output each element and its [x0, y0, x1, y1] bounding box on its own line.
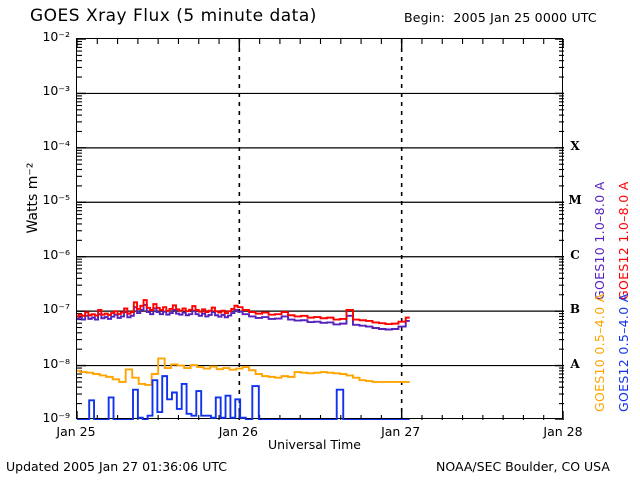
legend-item-1: GOES12 1.0–8.0 A — [616, 181, 631, 300]
y-tick-6: 10⁻⁸ — [42, 355, 70, 371]
y-tick-0: 10⁻² — [42, 29, 70, 44]
flare-class-X: X — [570, 138, 580, 153]
updated-timestamp: Updated 2005 Jan 27 01:36:06 UTC — [6, 459, 227, 474]
legend-item-3: GOES12 0.5–4.0 A — [616, 293, 631, 412]
legend-item-0: GOES10 1.0–8.0 A — [592, 181, 607, 300]
flare-class-A: A — [570, 356, 580, 371]
x-tick-2: Jan 27 — [381, 424, 421, 439]
y-tick-5: 10⁻⁷ — [42, 301, 70, 317]
y-tick-1: 10⁻³ — [42, 83, 70, 99]
begin-time-label: Begin: 2005 Jan 25 0000 UTC — [404, 10, 597, 25]
y-tick-7: 10⁻⁹ — [42, 410, 70, 425]
flare-class-B: B — [569, 302, 581, 317]
x-tick-1: Jan 26 — [218, 424, 258, 439]
y-tick-3: 10⁻⁵ — [42, 192, 70, 208]
page-title: GOES Xray Flux (5 minute data) — [30, 6, 317, 26]
plot-svg — [77, 39, 564, 420]
y-tick-2: 10⁻⁴ — [42, 137, 70, 153]
flare-class-C: C — [570, 247, 580, 262]
x-axis-label: Universal Time — [268, 437, 361, 452]
x-tick-0: Jan 25 — [56, 424, 96, 439]
credit-label: NOAA/SEC Boulder, CO USA — [436, 459, 610, 474]
flare-class-M: M — [568, 193, 582, 208]
legend-item-2: GOES10 0.5–4.0 A — [592, 293, 607, 412]
x-tick-3: Jan 28 — [543, 424, 583, 439]
plot-area — [76, 38, 564, 420]
y-tick-4: 10⁻⁶ — [42, 246, 70, 262]
